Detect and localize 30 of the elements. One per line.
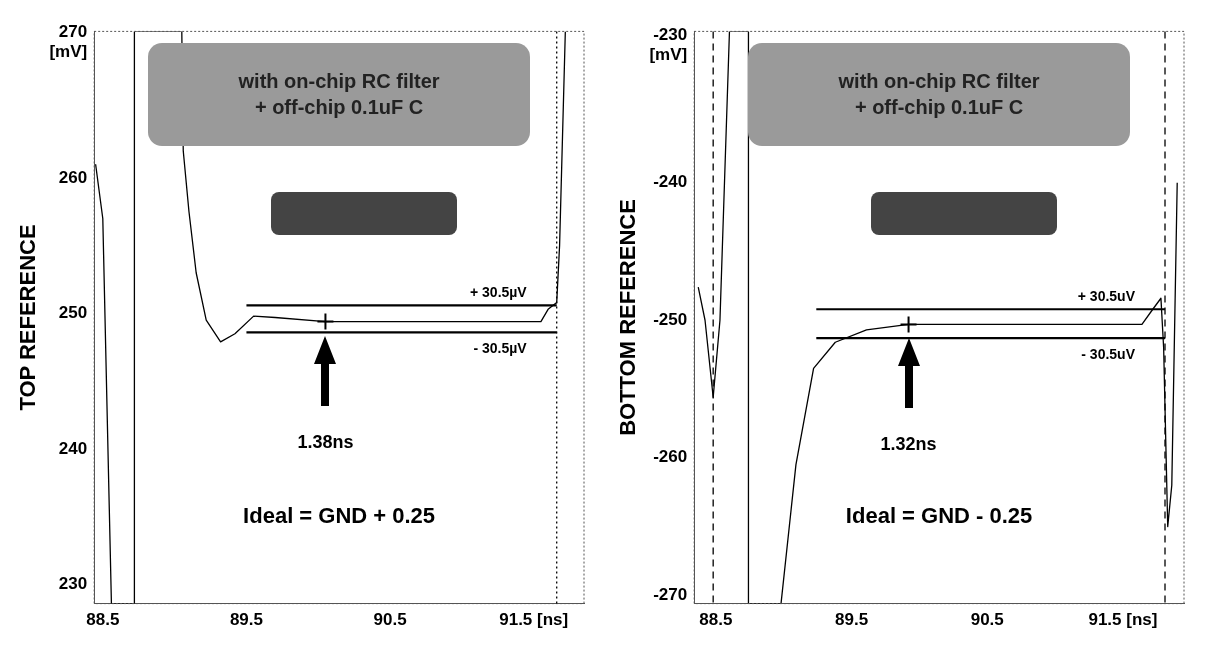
y-tick-label: -270 <box>653 585 688 605</box>
annotation: Ideal = GND - 0.25 <box>845 503 1033 529</box>
annotation: Ideal = GND + 0.25 <box>243 503 436 529</box>
annotation: 1.38ns <box>297 431 354 452</box>
x-tick-label: 90.5 <box>970 610 1004 630</box>
y-axis-title: TOP REFERENCE <box>15 224 41 411</box>
x-tick-label: 90.5 <box>373 610 407 630</box>
y-axis-title: BOTTOM REFERENCE <box>615 199 641 436</box>
y-tick-label: 250 <box>58 303 88 323</box>
x-tick-label: 91.5 [ns] <box>1088 610 1158 630</box>
x-tick-label: 89.5 <box>229 610 263 630</box>
y-tick-label: -260 <box>653 447 688 467</box>
series-label: - 30.5uV <box>1081 345 1136 362</box>
y-tick-label: 230 <box>58 574 88 594</box>
text-box: with on-chip RC filter + off-chip 0.1uF C <box>148 42 531 146</box>
y-tick-label: 260 <box>58 167 88 187</box>
series-label: + 30.5uV <box>1077 288 1136 305</box>
y-tick-label: -240 <box>653 172 688 192</box>
x-tick-label: 88.5 <box>699 610 733 630</box>
y-tick-label: 240 <box>58 438 88 458</box>
y-tick-label: -250 <box>653 309 688 329</box>
series-label: - 30.5µV <box>473 340 528 357</box>
annotation: 1.32ns <box>880 434 937 455</box>
x-tick-label: 88.5 <box>86 610 120 630</box>
x-tick-label: 89.5 <box>835 610 869 630</box>
y-tick-label: -230 [mV] <box>649 24 688 65</box>
y-tick-label: 270 [mV] <box>49 21 88 62</box>
series-label: + 30.5µV <box>469 284 528 301</box>
x-tick-label: 91.5 [ns] <box>499 610 569 630</box>
text-box: with on-chip RC filter + off-chip 0.1uF C <box>748 42 1131 146</box>
